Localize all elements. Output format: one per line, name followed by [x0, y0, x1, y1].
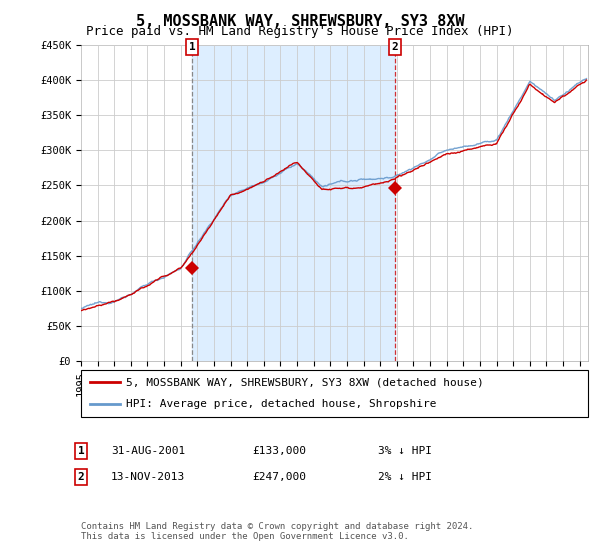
Text: Price paid vs. HM Land Registry's House Price Index (HPI): Price paid vs. HM Land Registry's House … [86, 25, 514, 38]
Text: 31-AUG-2001: 31-AUG-2001 [111, 446, 185, 456]
Text: 2: 2 [391, 42, 398, 52]
Bar [192, 45, 395, 361]
Text: £133,000: £133,000 [252, 446, 306, 456]
Text: 1: 1 [188, 42, 195, 52]
Text: 2% ↓ HPI: 2% ↓ HPI [378, 472, 432, 482]
Text: 3% ↓ HPI: 3% ↓ HPI [378, 446, 432, 456]
Text: 13-NOV-2013: 13-NOV-2013 [111, 472, 185, 482]
Text: 5, MOSSBANK WAY, SHREWSBURY, SY3 8XW: 5, MOSSBANK WAY, SHREWSBURY, SY3 8XW [136, 14, 464, 29]
Text: HPI: Average price, detached house, Shropshire: HPI: Average price, detached house, Shro… [126, 399, 437, 409]
Text: 5, MOSSBANK WAY, SHREWSBURY, SY3 8XW (detached house): 5, MOSSBANK WAY, SHREWSBURY, SY3 8XW (de… [126, 377, 484, 388]
Text: £247,000: £247,000 [252, 472, 306, 482]
Text: 1: 1 [77, 446, 85, 456]
Text: 2: 2 [77, 472, 85, 482]
Text: Contains HM Land Registry data © Crown copyright and database right 2024.
This d: Contains HM Land Registry data © Crown c… [81, 522, 473, 542]
